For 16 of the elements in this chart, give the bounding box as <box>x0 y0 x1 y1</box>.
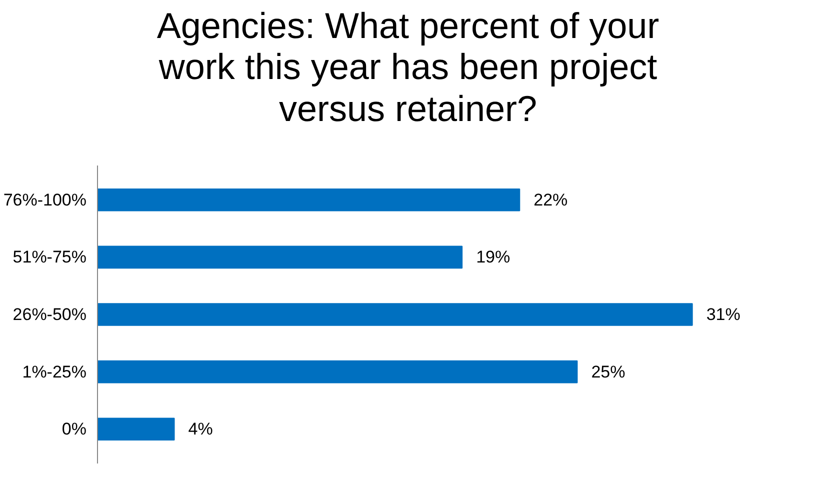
bar <box>98 418 175 441</box>
data-label: 22% <box>534 190 568 210</box>
data-label: 4% <box>188 420 213 439</box>
y-tick-label: 1%-25% <box>22 362 87 382</box>
chart-title: Agencies: What percent of your work this year has been project versus retainer? <box>156 5 660 130</box>
data-label: 19% <box>476 248 510 267</box>
y-tick-label: 0% <box>62 420 87 439</box>
bar <box>98 303 693 326</box>
bar <box>98 188 520 212</box>
y-tick-label: 76%-100% <box>3 190 87 210</box>
y-tick-label: 51%-75% <box>12 248 87 267</box>
y-tick-label: 26%-50% <box>12 305 87 324</box>
bar <box>98 246 463 269</box>
data-label: 31% <box>706 305 740 324</box>
bar <box>98 360 578 384</box>
data-label: 25% <box>591 362 626 382</box>
